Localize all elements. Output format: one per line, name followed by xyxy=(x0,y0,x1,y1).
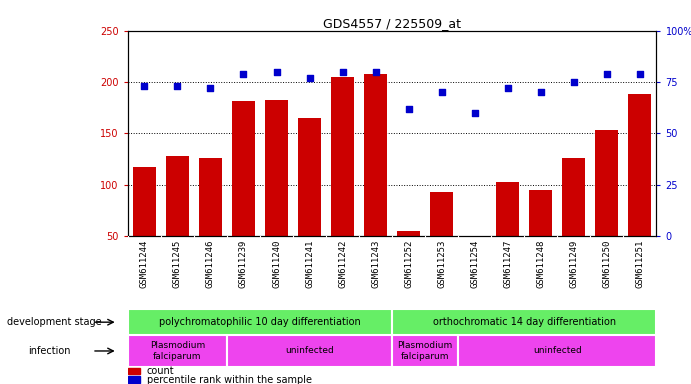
Point xyxy=(139,83,150,89)
Text: GSM611244: GSM611244 xyxy=(140,240,149,288)
Text: GSM611245: GSM611245 xyxy=(173,240,182,288)
Point xyxy=(304,75,315,81)
Text: GSM611239: GSM611239 xyxy=(239,240,248,288)
Bar xyxy=(392,335,458,367)
Text: GSM611253: GSM611253 xyxy=(437,240,446,288)
Text: uninfected: uninfected xyxy=(285,346,334,356)
Text: GSM611254: GSM611254 xyxy=(471,240,480,288)
Point xyxy=(634,71,645,77)
Bar xyxy=(298,118,321,236)
Point xyxy=(205,85,216,91)
Bar xyxy=(628,94,652,236)
Bar xyxy=(397,231,420,236)
Text: development stage: development stage xyxy=(7,317,102,327)
Title: GDS4557 / 225509_at: GDS4557 / 225509_at xyxy=(323,17,461,30)
Text: GSM611247: GSM611247 xyxy=(503,240,512,288)
Point xyxy=(469,110,480,116)
Point xyxy=(337,69,348,75)
Bar xyxy=(529,190,552,236)
Point xyxy=(536,89,547,95)
Text: GSM611248: GSM611248 xyxy=(536,240,545,288)
Text: GSM611251: GSM611251 xyxy=(636,240,645,288)
Bar xyxy=(128,309,392,335)
Point xyxy=(436,89,447,95)
Text: GSM611250: GSM611250 xyxy=(603,240,612,288)
Bar xyxy=(128,376,140,383)
Point xyxy=(172,83,183,89)
Point xyxy=(271,69,282,75)
Text: orthochromatic 14 day differentiation: orthochromatic 14 day differentiation xyxy=(433,317,616,327)
Text: percentile rank within the sample: percentile rank within the sample xyxy=(146,375,312,384)
Text: GSM611252: GSM611252 xyxy=(404,240,413,288)
Bar xyxy=(128,335,227,367)
Point xyxy=(568,79,579,85)
Bar xyxy=(596,130,618,236)
Bar xyxy=(430,192,453,236)
Point xyxy=(238,71,249,77)
Text: count: count xyxy=(146,366,174,376)
Text: uninfected: uninfected xyxy=(533,346,582,356)
Text: infection: infection xyxy=(28,346,70,356)
Bar xyxy=(199,158,222,236)
Text: GSM611249: GSM611249 xyxy=(569,240,578,288)
Point xyxy=(601,71,612,77)
Text: GSM611241: GSM611241 xyxy=(305,240,314,288)
Bar xyxy=(562,158,585,236)
Bar xyxy=(458,335,656,367)
Bar xyxy=(392,309,656,335)
Text: GSM611240: GSM611240 xyxy=(272,240,281,288)
Bar xyxy=(496,182,520,236)
Bar xyxy=(232,101,255,236)
Text: polychromatophilic 10 day differentiation: polychromatophilic 10 day differentiatio… xyxy=(159,317,361,327)
Text: GSM611246: GSM611246 xyxy=(206,240,215,288)
Point xyxy=(502,85,513,91)
Bar xyxy=(128,367,140,374)
Text: GSM611242: GSM611242 xyxy=(338,240,347,288)
Bar xyxy=(331,77,354,236)
Bar xyxy=(166,156,189,236)
Bar xyxy=(364,74,387,236)
Point xyxy=(403,106,414,112)
Bar xyxy=(133,167,156,236)
Text: Plasmodium
falciparum: Plasmodium falciparum xyxy=(397,341,453,361)
Bar xyxy=(227,335,392,367)
Bar xyxy=(265,99,288,236)
Text: Plasmodium
falciparum: Plasmodium falciparum xyxy=(150,341,205,361)
Point xyxy=(370,69,381,75)
Text: GSM611243: GSM611243 xyxy=(371,240,380,288)
